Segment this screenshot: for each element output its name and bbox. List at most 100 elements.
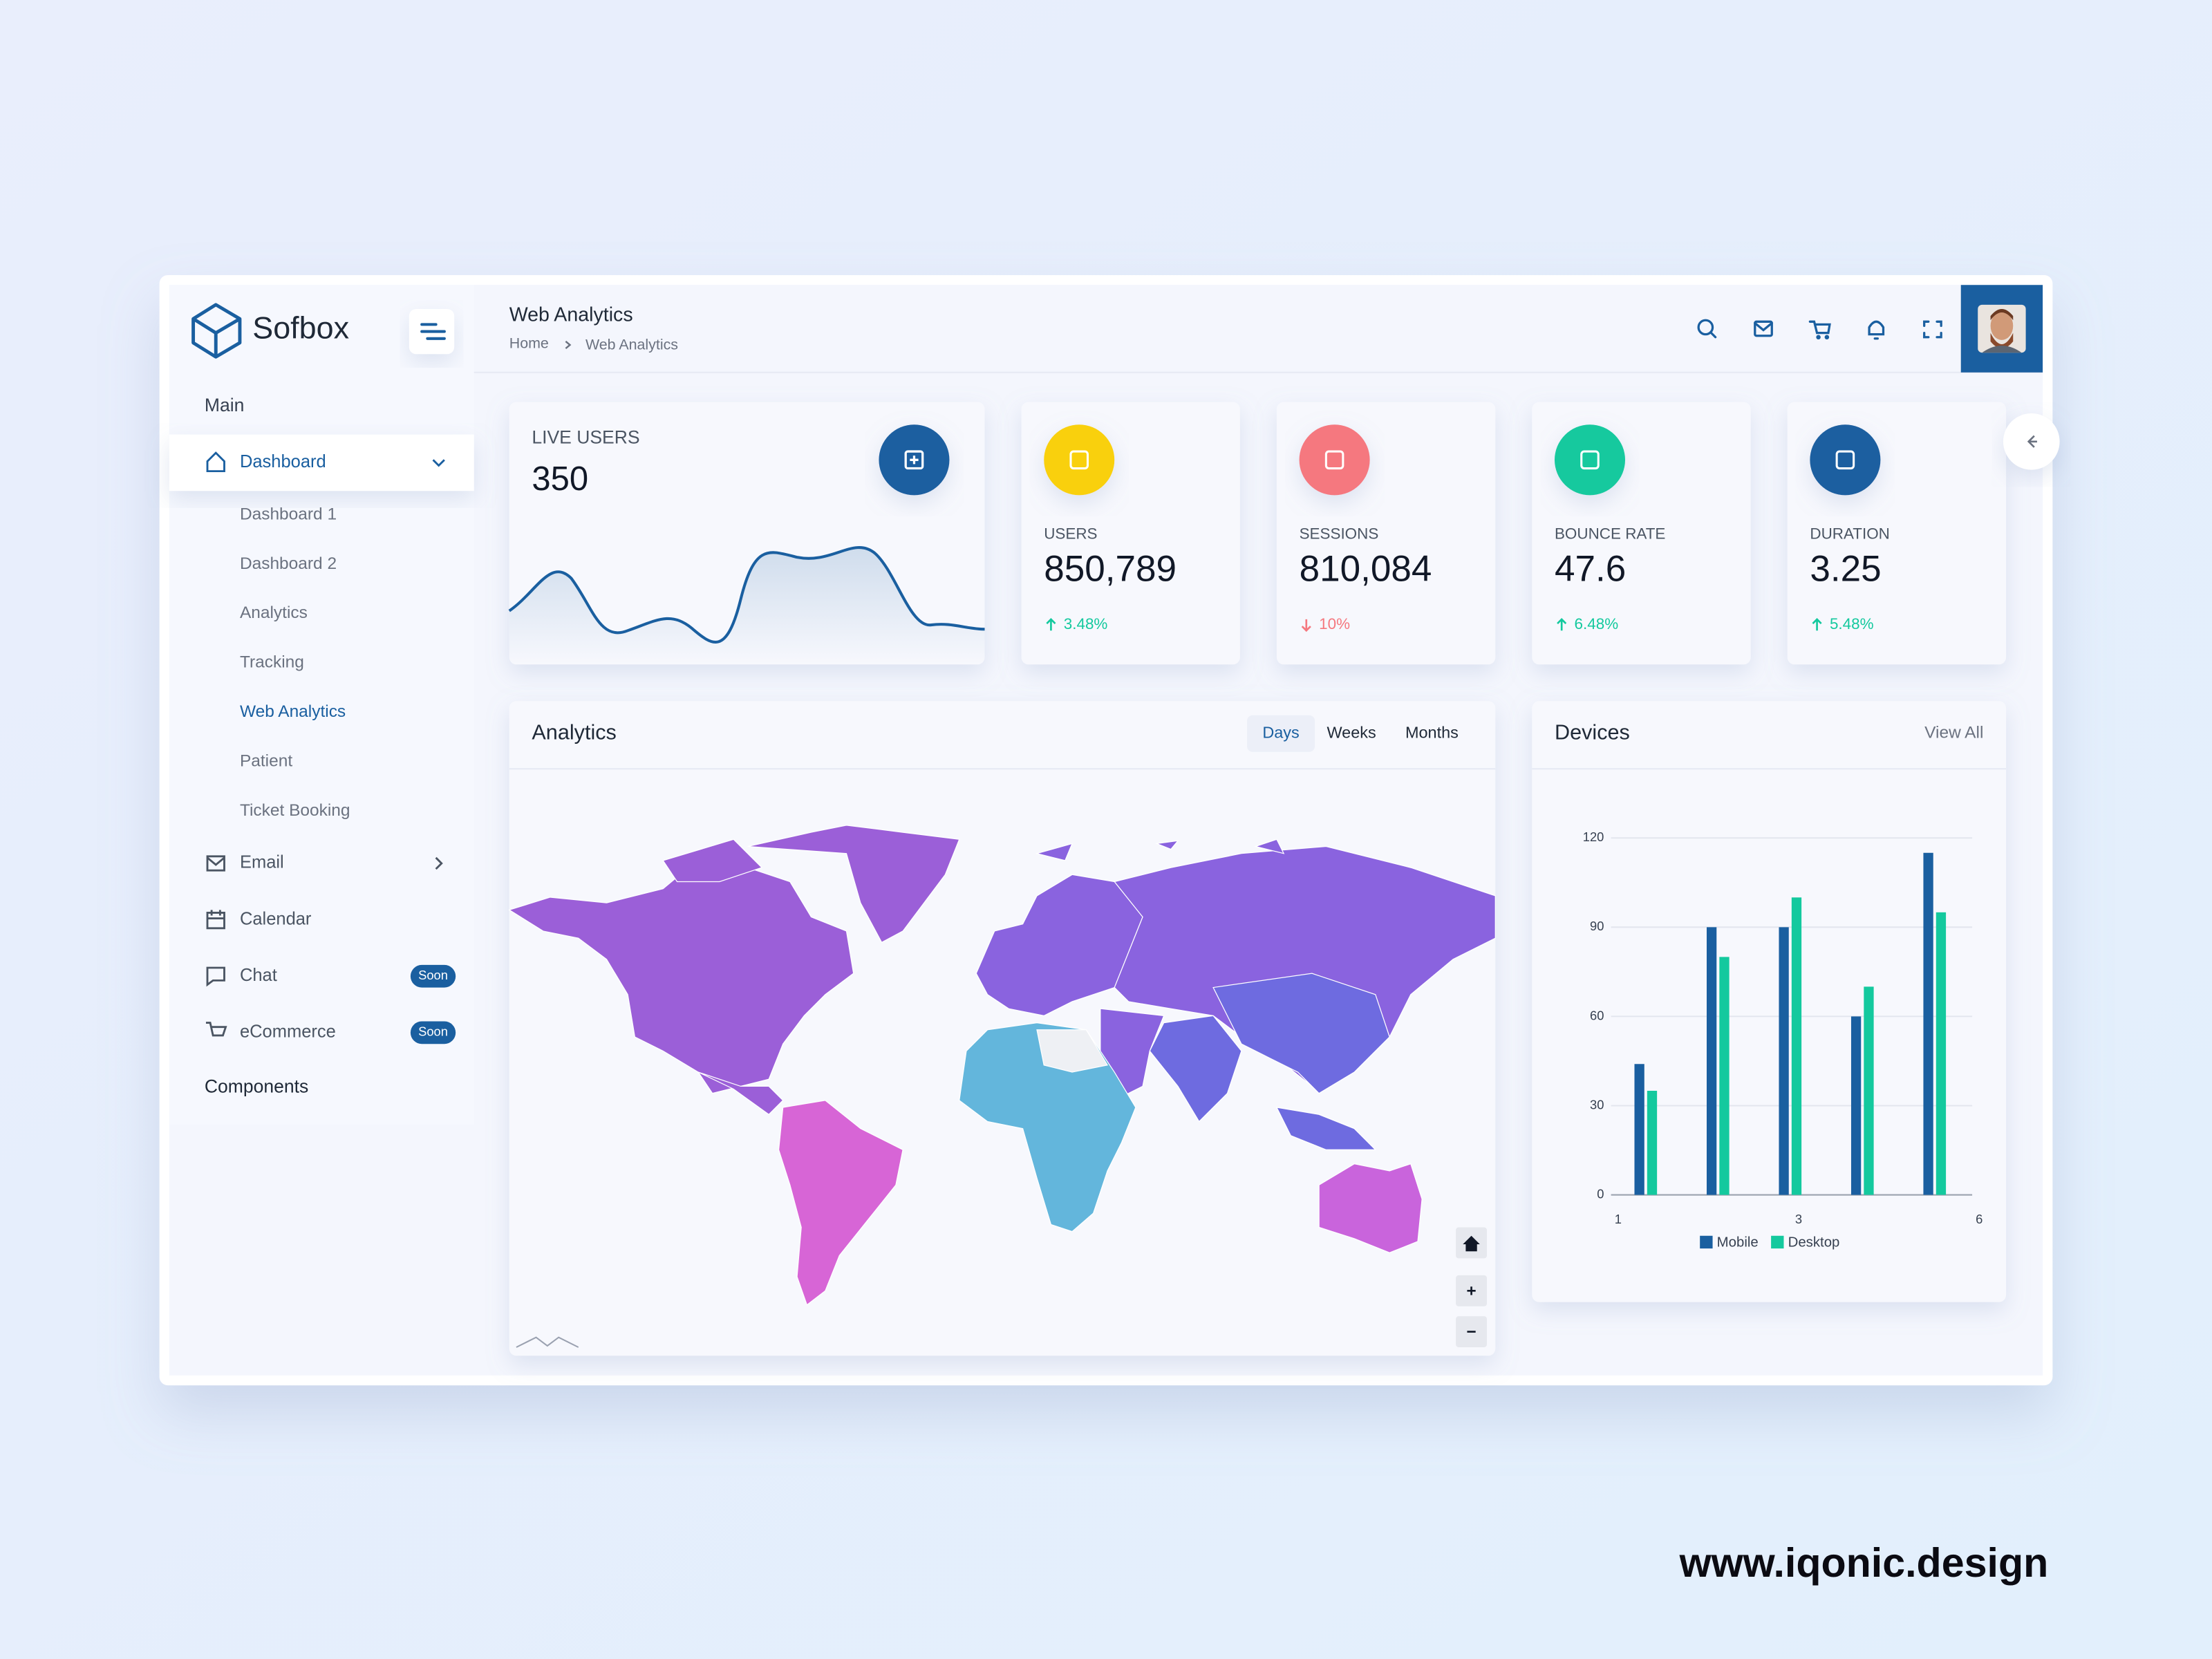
badge-label: Soon: [418, 1024, 448, 1039]
bar: [1864, 986, 1874, 1195]
badge: [410, 1021, 456, 1044]
stat-value: 850,789: [1044, 549, 1177, 590]
trend-arrow: [1046, 618, 1056, 631]
stat-change: 10%: [1319, 615, 1350, 632]
x-tick-label: 1: [1615, 1212, 1622, 1226]
y-tick-label: 30: [1590, 1097, 1604, 1112]
africa[interactable]: [959, 1022, 1136, 1232]
section-label: Main: [205, 395, 244, 415]
stat-icon: [1554, 424, 1626, 496]
cart-icon[interactable]: [1808, 320, 1831, 340]
icon-glyph: [1580, 450, 1600, 470]
view-all-link[interactable]: View All: [1924, 724, 1983, 742]
greenland[interactable]: [747, 825, 960, 944]
bar: [1706, 927, 1717, 1195]
menu-icon: [205, 1022, 227, 1037]
menu-item[interactable]: Email: [240, 853, 284, 872]
brand: Sofbox: [252, 310, 349, 345]
badge-label: Soon: [418, 968, 448, 982]
legend-label: Desktop: [1788, 1235, 1840, 1250]
central-america[interactable]: [697, 1071, 784, 1116]
stat-icon: [1299, 424, 1370, 496]
stats: USERS 850,789 3.48% SESSIONS 810,084 10% BOUNC…: [1021, 402, 2007, 665]
bar: [1791, 897, 1802, 1195]
submenu-item[interactable]: Dashboard 2: [240, 554, 337, 573]
trend-arrow: [1557, 618, 1567, 631]
devices-chart: 0 30 60 90 120 1 3 6 Mobile Desktop: [1583, 830, 1983, 1250]
submenu-item[interactable]: Web Analytics: [240, 702, 346, 721]
stat-change: 5.48%: [1830, 615, 1874, 632]
tab-active[interactable]: [1247, 715, 1315, 752]
watermark: www.iqonic.design: [1679, 1539, 2049, 1586]
submenu-item[interactable]: Ticket Booking: [240, 801, 350, 820]
australia[interactable]: [1318, 1163, 1423, 1253]
islands[interactable]: [1035, 838, 1285, 861]
chevron: [435, 856, 443, 870]
south-asia[interactable]: [1149, 1015, 1242, 1123]
page-title: Web Analytics: [509, 304, 633, 326]
stat-change: 6.48%: [1575, 615, 1619, 632]
icon-glyph: [1835, 450, 1855, 470]
tab[interactable]: Months: [1405, 723, 1459, 741]
header: [474, 285, 2043, 373]
stat-label: USERS: [1044, 525, 1097, 542]
bar: [1923, 852, 1933, 1195]
bar: [1850, 1016, 1862, 1195]
menu-item-active[interactable]: [169, 434, 474, 491]
stat-icon: [1810, 424, 1881, 496]
menu-icon: [206, 910, 225, 930]
bar: [1647, 1090, 1658, 1195]
breadcrumb-home[interactable]: Home: [509, 335, 549, 352]
devices-card: [1532, 701, 2007, 1302]
menu-item[interactable]: Calendar: [240, 909, 312, 928]
badge: [410, 964, 456, 988]
y-tick-label: 120: [1583, 830, 1604, 844]
menu-icon: [206, 966, 225, 987]
north-africa-nodata[interactable]: [1036, 1029, 1109, 1073]
submenu-item[interactable]: Dashboard 1: [240, 505, 337, 523]
breadcrumb-current: Web Analytics: [585, 337, 678, 353]
y-tick-label: 90: [1590, 919, 1604, 933]
sparkline: [508, 546, 985, 644]
collapse-icon: [2027, 435, 2037, 448]
southeast-asia[interactable]: [1275, 1107, 1377, 1150]
arctic-islands[interactable]: [662, 838, 763, 883]
submenu-item[interactable]: Tracking: [240, 653, 304, 672]
trend-arrow: [1301, 619, 1311, 632]
legend-label: Mobile: [1717, 1235, 1759, 1250]
submenu-item[interactable]: Analytics: [240, 603, 308, 622]
stat-label: DURATION: [1810, 525, 1890, 542]
breadcrumb-sep: [565, 340, 572, 350]
mail-icon[interactable]: [1754, 320, 1773, 337]
menu-icon: [420, 323, 446, 340]
fullscreen-icon[interactable]: [1923, 320, 1942, 339]
menu-icon: [206, 855, 225, 872]
legend-swatch: [1771, 1235, 1784, 1249]
avatar: [1978, 304, 2026, 353]
world-map: [508, 825, 1496, 1306]
section-label: Components: [205, 1076, 308, 1096]
stat-label: SESSIONS: [1300, 525, 1379, 542]
icon-glyph: [1324, 450, 1344, 470]
menu-item[interactable]: eCommerce: [240, 1022, 336, 1042]
stat-label: BOUNCE RATE: [1555, 525, 1665, 542]
header-icons: [1697, 319, 1942, 340]
stat-value: 47.6: [1555, 549, 1626, 590]
search-icon[interactable]: [1697, 319, 1717, 339]
icon-glyph: [1069, 450, 1089, 470]
tab[interactable]: Weeks: [1327, 723, 1376, 741]
menu-item[interactable]: Dashboard: [240, 452, 326, 471]
map-controls: [1456, 1227, 1488, 1347]
stat-value: 3.25: [1810, 549, 1881, 590]
tab[interactable]: Days: [1262, 723, 1299, 741]
menu-item[interactable]: Chat: [240, 966, 277, 985]
x-tick-label: 6: [1976, 1212, 1983, 1226]
bar: [1719, 957, 1730, 1195]
bell-icon[interactable]: [1868, 320, 1885, 340]
x-tick-label: 3: [1795, 1212, 1802, 1226]
south-america[interactable]: [778, 1100, 903, 1306]
icon-glyph: [904, 450, 924, 470]
submenu-item[interactable]: Patient: [240, 752, 292, 771]
chevron: [432, 459, 445, 467]
east-asia[interactable]: [1212, 973, 1390, 1094]
